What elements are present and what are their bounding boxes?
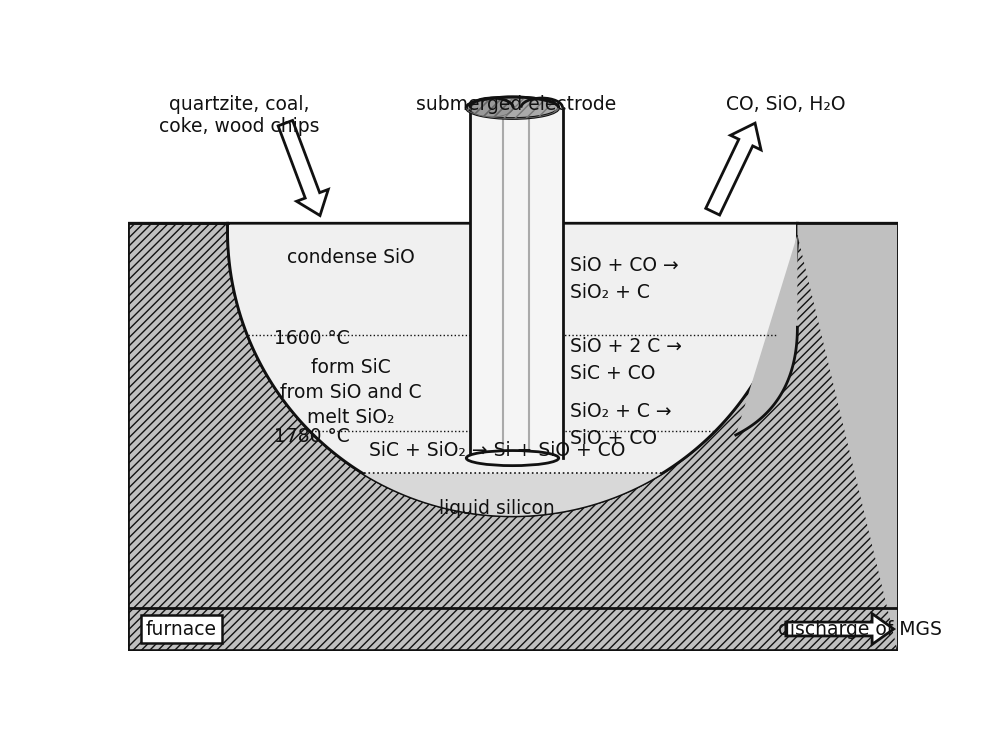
Text: SiO + 2 C →: SiO + 2 C → (570, 337, 682, 356)
Text: SiO + CO →: SiO + CO → (570, 256, 679, 275)
Text: 1780 °C: 1780 °C (274, 427, 350, 446)
Polygon shape (278, 121, 328, 216)
Bar (470, 107, 563, 458)
Text: 1600 °C: 1600 °C (274, 329, 350, 348)
Text: liquid silicon: liquid silicon (439, 499, 555, 518)
Polygon shape (706, 123, 761, 215)
Ellipse shape (466, 97, 559, 118)
Text: SiC + CO: SiC + CO (570, 364, 656, 383)
Polygon shape (786, 613, 894, 645)
Text: condense SiO: condense SiO (287, 249, 415, 268)
Ellipse shape (470, 99, 513, 117)
Text: SiC + SiO₂ → Si + SiO + CO: SiC + SiO₂ → Si + SiO + CO (369, 441, 625, 460)
Text: furnace: furnace (146, 620, 217, 639)
Text: quartzite, coal,
coke, wood chips: quartzite, coal, coke, wood chips (159, 94, 319, 136)
Polygon shape (228, 223, 797, 516)
Text: CO, SiO, H₂O: CO, SiO, H₂O (726, 94, 846, 113)
Text: SiO₂ + C: SiO₂ + C (570, 283, 650, 302)
Bar (528, 107, 529, 458)
Text: discharge of MGS: discharge of MGS (778, 620, 942, 639)
Bar (502, 107, 504, 458)
Polygon shape (736, 223, 898, 651)
Ellipse shape (466, 450, 559, 466)
Text: submerged electrode: submerged electrode (416, 94, 616, 113)
Polygon shape (364, 474, 661, 516)
Text: SiO + CO: SiO + CO (570, 429, 657, 448)
Polygon shape (128, 223, 898, 651)
Text: form SiC
from SiO and C
melt SiO₂: form SiC from SiO and C melt SiO₂ (280, 358, 422, 427)
Text: SiO₂ + C →: SiO₂ + C → (570, 402, 672, 421)
